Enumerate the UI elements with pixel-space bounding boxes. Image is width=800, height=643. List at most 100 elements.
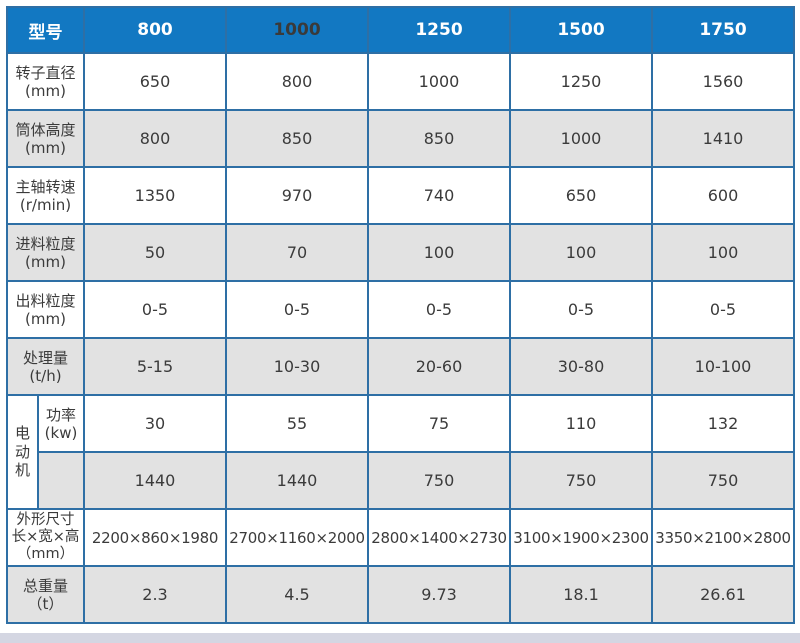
row-label-text: 外形尺寸 — [16, 512, 75, 529]
value-cell: 9.73 — [367, 565, 511, 624]
table-row-spindle-speed: 主轴转速 (r/min) 1350 970 740 650 600 — [6, 166, 795, 225]
value-cell: 18.1 — [509, 565, 653, 624]
value-cell: 100 — [367, 223, 511, 282]
value-cell: 850 — [367, 109, 511, 168]
value-cell: 2700×1160×2000 — [225, 508, 369, 567]
value-cell: 75 — [367, 394, 511, 453]
value-cell: 26.61 — [651, 565, 795, 624]
table-row-cylinder-height: 筒体高度 (mm) 800 850 850 1000 1410 — [6, 109, 795, 168]
row-label-text: 功率 — [45, 405, 76, 424]
value-cell: 55 — [225, 394, 369, 453]
row-label: 筒体高度 (mm) — [6, 109, 85, 168]
value-cell: 30-80 — [509, 337, 653, 396]
row-label: 功率 (kw) — [37, 394, 85, 453]
row-label-empty — [37, 451, 85, 510]
row-label: 处理量 (t/h) — [6, 337, 85, 396]
row-label-text: 转子直径 — [15, 63, 76, 82]
value-cell: 750 — [651, 451, 795, 510]
row-label: 主轴转速 (r/min) — [6, 166, 85, 225]
table-row-capacity: 处理量 (t/h) 5-15 10-30 20-60 30-80 10-100 — [6, 337, 795, 396]
value-cell: 1440 — [83, 451, 227, 510]
model-header-800: 800 — [83, 6, 227, 54]
value-cell: 4.5 — [225, 565, 369, 624]
value-cell: 650 — [83, 52, 227, 111]
row-label-text: 主轴转速 — [15, 177, 76, 196]
row-label-unit: (r/min) — [19, 195, 72, 214]
value-cell: 0-5 — [651, 280, 795, 339]
table-row-dimensions: 外形尺寸 长×宽×高 （mm） 2200×860×1980 2700×1160×… — [6, 508, 795, 567]
value-cell: 100 — [509, 223, 653, 282]
row-label-text: 处理量 — [22, 348, 68, 367]
value-cell: 1410 — [651, 109, 795, 168]
value-cell: 0-5 — [225, 280, 369, 339]
row-label-unit: (kw) — [44, 423, 78, 442]
row-label-unit: (mm) — [25, 81, 66, 100]
row-label: 总重量 （t） — [6, 565, 85, 624]
row-label: 进料粒度 (mm) — [6, 223, 85, 282]
value-cell: 20-60 — [367, 337, 511, 396]
model-header-1000: 1000 — [225, 6, 369, 54]
table-row-feed-size: 进料粒度 (mm) 50 70 100 100 100 — [6, 223, 795, 282]
value-cell: 3350×2100×2800 — [651, 508, 795, 567]
table-row-total-weight: 总重量 （t） 2.3 4.5 9.73 18.1 26.61 — [6, 565, 795, 624]
table-row-motor-power: 电动机 功率 (kw) 30 55 75 110 132 — [6, 394, 795, 510]
value-cell: 3100×1900×2300 — [509, 508, 653, 567]
row-label-unit: （t） — [27, 594, 64, 613]
header-row: 型号 800 1000 1250 1500 1750 — [6, 6, 795, 54]
table-row-rotor-diameter: 转子直径 (mm) 650 800 1000 1250 1560 — [6, 52, 795, 111]
model-header-1750: 1750 — [651, 6, 795, 54]
value-cell: 800 — [225, 52, 369, 111]
value-cell: 850 — [225, 109, 369, 168]
table-row-discharge-size: 出料粒度 (mm) 0-5 0-5 0-5 0-5 0-5 — [6, 280, 795, 339]
page-bottom-strip — [0, 633, 800, 643]
value-cell: 750 — [367, 451, 511, 510]
value-cell: 600 — [651, 166, 795, 225]
value-cell: 1350 — [83, 166, 227, 225]
row-label: 转子直径 (mm) — [6, 52, 85, 111]
value-cell: 970 — [225, 166, 369, 225]
row-label-unit: (mm) — [25, 138, 66, 157]
row-label-unit: (mm) — [25, 252, 66, 271]
value-cell: 110 — [509, 394, 653, 453]
value-cell: 650 — [509, 166, 653, 225]
motor-group-label: 电动机 — [6, 394, 39, 510]
value-cell: 5-15 — [83, 337, 227, 396]
row-label: 出料粒度 (mm) — [6, 280, 85, 339]
table-row-motor-speed: 1440 1440 750 750 750 — [7, 451, 795, 510]
model-header-label: 型号 — [6, 6, 85, 54]
value-cell: 0-5 — [83, 280, 227, 339]
model-header-1500: 1500 — [509, 6, 653, 54]
value-cell: 50 — [83, 223, 227, 282]
value-cell: 2.3 — [83, 565, 227, 624]
row-label-unit: (mm) — [25, 309, 66, 328]
value-cell: 1000 — [509, 109, 653, 168]
value-cell: 1440 — [225, 451, 369, 510]
row-label-unit: （mm） — [16, 545, 75, 562]
value-cell: 100 — [651, 223, 795, 282]
value-cell: 10-100 — [651, 337, 795, 396]
value-cell: 2800×1400×2730 — [367, 508, 511, 567]
value-cell: 2200×860×1980 — [83, 508, 227, 567]
value-cell: 30 — [83, 394, 227, 453]
row-label-text: 出料粒度 — [15, 291, 76, 310]
row-label-text: 长×宽×高 — [11, 529, 80, 546]
value-cell: 1250 — [509, 52, 653, 111]
row-label-text: 总重量 — [22, 576, 68, 595]
row-label-unit: (t/h) — [29, 366, 62, 385]
row-label-text: 筒体高度 — [15, 120, 76, 139]
value-cell: 750 — [509, 451, 653, 510]
value-cell: 740 — [367, 166, 511, 225]
value-cell: 132 — [651, 394, 795, 453]
value-cell: 1560 — [651, 52, 795, 111]
value-cell: 10-30 — [225, 337, 369, 396]
value-cell: 70 — [225, 223, 369, 282]
value-cell: 1000 — [367, 52, 511, 111]
value-cell: 800 — [83, 109, 227, 168]
row-label: 外形尺寸 长×宽×高 （mm） — [6, 508, 85, 567]
model-header-1250: 1250 — [367, 6, 511, 54]
value-cell: 0-5 — [509, 280, 653, 339]
row-label-text: 进料粒度 — [15, 234, 76, 253]
value-cell: 0-5 — [367, 280, 511, 339]
spec-table: 型号 800 1000 1250 1500 1750 转子直径 (mm) 650… — [6, 6, 795, 624]
